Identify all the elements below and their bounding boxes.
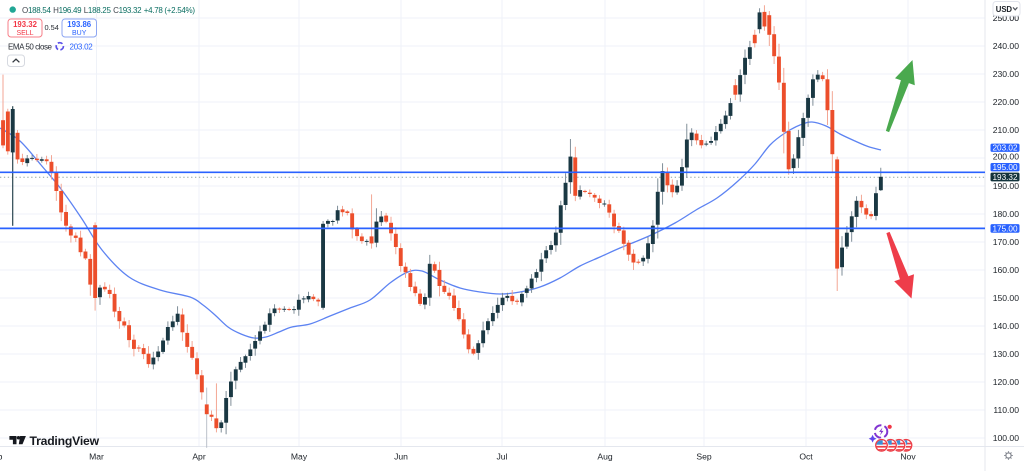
svg-text:Aug: Aug [597, 452, 613, 462]
svg-text:110.00: 110.00 [993, 405, 1019, 415]
svg-text:120.00: 120.00 [993, 377, 1020, 387]
svg-text:0.54: 0.54 [45, 23, 59, 32]
svg-text:200.00: 200.00 [993, 152, 1020, 162]
svg-text:250.00: 250.00 [993, 13, 1020, 23]
svg-text:Sep: Sep [696, 452, 712, 462]
svg-text:TradingView: TradingView [30, 434, 100, 448]
svg-text:Apr: Apr [192, 452, 206, 462]
svg-text:170.00: 170.00 [993, 237, 1020, 247]
svg-text:220.00: 220.00 [993, 97, 1020, 107]
svg-text:BUY: BUY [72, 30, 87, 37]
svg-text:USD: USD [996, 5, 1013, 14]
svg-text:193.32: 193.32 [13, 20, 38, 29]
svg-text:Oct: Oct [799, 452, 813, 462]
svg-text:195.00: 195.00 [992, 163, 1017, 172]
svg-text:250.00: 250.00 [993, 13, 1020, 23]
svg-text:210.00: 210.00 [993, 125, 1020, 135]
svg-text:240.00: 240.00 [993, 41, 1020, 51]
svg-text:175.00: 175.00 [992, 224, 1017, 233]
svg-text:EMA 50 close: EMA 50 close [8, 42, 53, 51]
svg-text:Jul: Jul [497, 452, 508, 462]
svg-text:203.02: 203.02 [70, 42, 94, 51]
svg-text:193.86: 193.86 [67, 20, 92, 29]
svg-text:203.02: 203.02 [992, 144, 1017, 153]
svg-text:150.00: 150.00 [993, 293, 1020, 303]
svg-text:130.00: 130.00 [993, 349, 1020, 359]
svg-text:160.00: 160.00 [993, 265, 1020, 275]
svg-text:190.00: 190.00 [993, 181, 1020, 191]
svg-text:100.00: 100.00 [993, 433, 1020, 443]
svg-text:Jun: Jun [394, 452, 408, 462]
svg-text:Mar: Mar [89, 452, 104, 462]
svg-text:Feb: Feb [0, 452, 3, 462]
svg-text:193.32: 193.32 [992, 173, 1017, 182]
svg-text:180.00: 180.00 [993, 209, 1020, 219]
svg-text:230.00: 230.00 [993, 69, 1020, 79]
svg-text:140.00: 140.00 [993, 321, 1020, 331]
svg-text:May: May [291, 452, 308, 462]
svg-text:SELL: SELL [16, 30, 33, 37]
svg-text:Nov: Nov [900, 452, 916, 462]
